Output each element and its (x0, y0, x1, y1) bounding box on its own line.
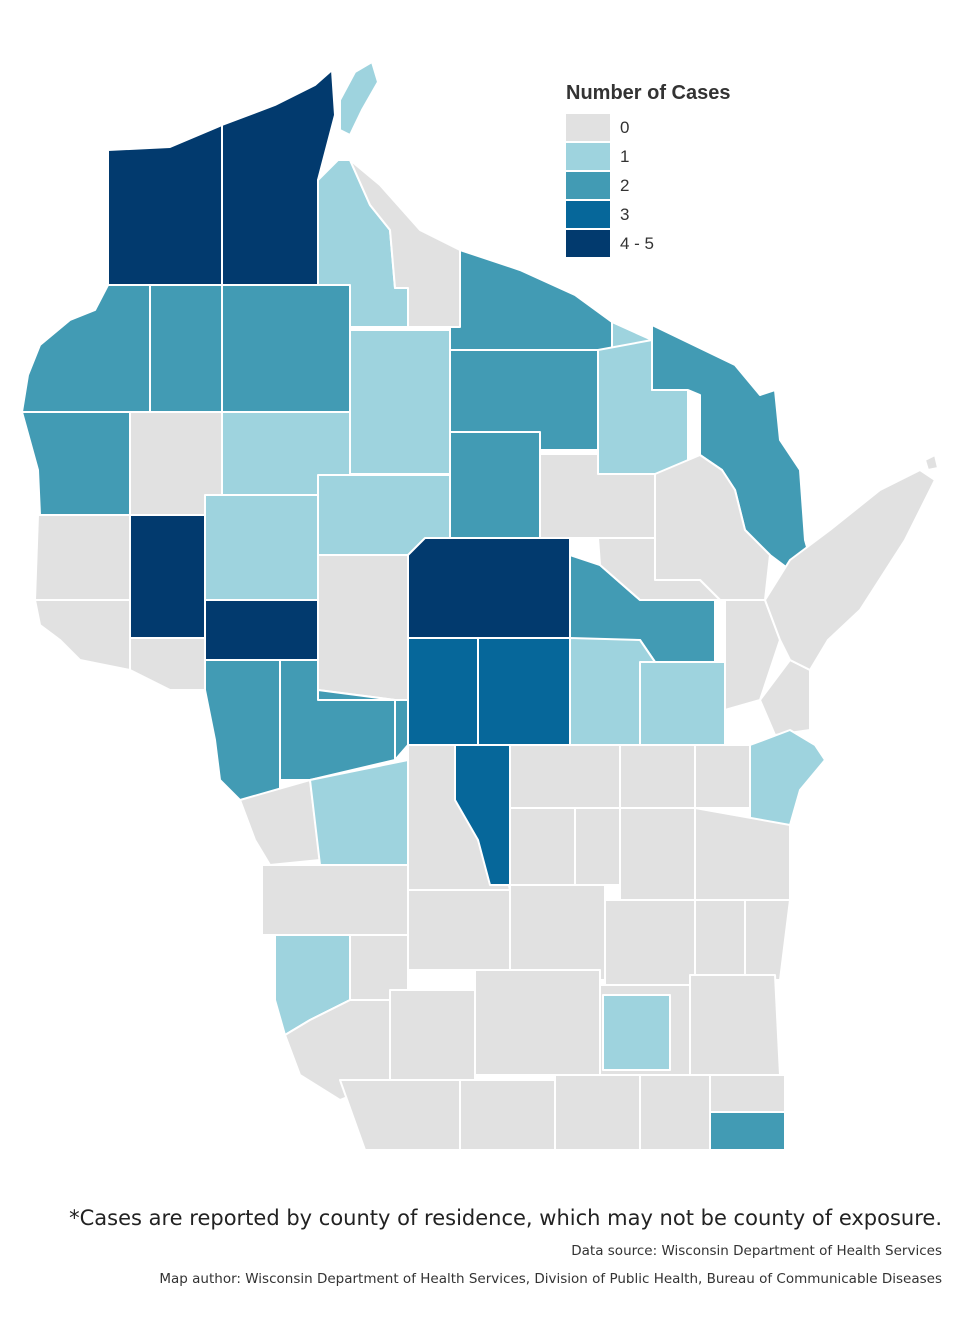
county-walworth (639, 1074, 711, 1151)
county-milwaukee (689, 974, 781, 1076)
county-sheboygan (694, 807, 791, 901)
county-fonddulac (619, 807, 696, 901)
county-marinette (651, 324, 813, 571)
county-washburn (149, 284, 223, 413)
county-greenlake (574, 807, 621, 886)
legend-swatch (566, 172, 610, 199)
county-brown (724, 599, 781, 711)
legend-swatch (566, 201, 610, 228)
county-dunn (129, 514, 206, 639)
county-pierce (34, 599, 131, 671)
county-dane (474, 969, 601, 1076)
county-waukesha (602, 994, 671, 1071)
county-racine (709, 1074, 786, 1113)
county-menominee (597, 537, 721, 601)
county-outagamie (639, 661, 726, 746)
legend-label: 3 (620, 204, 630, 224)
county-iron (349, 159, 461, 328)
county-lincoln (449, 431, 541, 539)
county-marquette (509, 807, 576, 886)
legend-swatch (566, 143, 610, 170)
county-ozaukee (744, 899, 791, 981)
county-iowa (389, 989, 476, 1081)
county-kewaunee (759, 659, 811, 736)
county-pepin (129, 637, 206, 691)
legend-swatch (566, 230, 610, 257)
legend-item: 1 (566, 142, 731, 171)
county-door (764, 469, 936, 671)
legend-item: 0 (566, 113, 731, 142)
legend-label: 1 (620, 146, 630, 166)
county-eauclaire (204, 599, 319, 661)
legend-swatch (566, 114, 610, 141)
legend-title: Number of Cases (566, 82, 731, 104)
legend: Number of Cases 0 1 2 3 4 - 5 (566, 82, 731, 258)
county-washington (694, 899, 746, 976)
county-price (349, 329, 451, 475)
legend-item: 4 - 5 (566, 229, 731, 258)
county-vilas (449, 249, 613, 351)
county-columbia (509, 884, 606, 981)
county-manitowoc (749, 729, 826, 826)
map-author: Map author: Wisconsin Department of Heal… (159, 1271, 942, 1287)
legend-label: 0 (620, 117, 630, 137)
county-apostle-islands (339, 61, 379, 136)
county-marathon (407, 537, 571, 639)
county-portage (477, 637, 571, 746)
county-winnebago (619, 744, 696, 809)
legend-item: 3 (566, 200, 731, 229)
county-buffalo (204, 659, 281, 801)
county-oneida (449, 349, 599, 451)
county-stcroix (34, 514, 131, 601)
county-chippewa (204, 494, 319, 601)
county-sawyer (221, 284, 351, 413)
county-douglas (107, 124, 223, 286)
legend-label: 2 (620, 175, 630, 195)
county-burnett (21, 284, 151, 413)
county-green (459, 1079, 556, 1151)
county-waushara (509, 744, 621, 809)
county-lafayette (339, 1079, 461, 1151)
county-sauk (407, 889, 511, 971)
county-calumet (694, 744, 751, 809)
data-source: Data source: Wisconsin Department of Hea… (571, 1243, 942, 1259)
county-lacrosse (239, 779, 321, 866)
county-rock (554, 1074, 641, 1151)
county-vernon (261, 864, 409, 936)
county-dodge (604, 899, 696, 986)
county-washington-island (924, 454, 939, 471)
wisconsin-county-map (21, 61, 939, 1151)
legend-item: 2 (566, 171, 731, 200)
footnote: *Cases are reported by county of residen… (69, 1206, 942, 1230)
county-clark (317, 554, 409, 701)
legend-label: 4 - 5 (620, 233, 655, 253)
county-polk (21, 411, 131, 516)
county-kenosha (709, 1111, 786, 1151)
